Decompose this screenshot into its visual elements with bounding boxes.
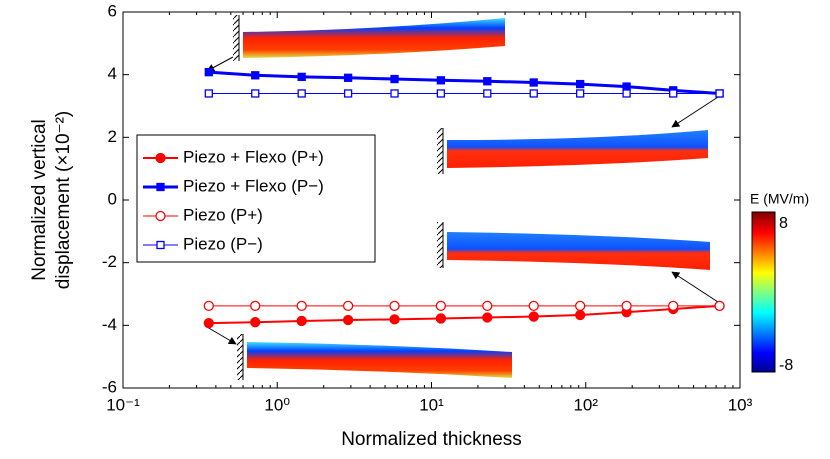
colorbar-tick-label: 8 bbox=[779, 215, 788, 232]
marker bbox=[575, 300, 586, 312]
x-tick-label: 10⁰ bbox=[264, 395, 290, 414]
x-axis-label: Normalized thickness bbox=[341, 429, 522, 450]
line bbox=[208, 70, 720, 95]
legend-label: Piezo (P+) bbox=[183, 205, 263, 224]
marker bbox=[297, 89, 306, 98]
marker bbox=[435, 313, 447, 324]
marker bbox=[622, 89, 631, 98]
series bbox=[203, 300, 725, 329]
y-axis-label: displacement (×10⁻²) bbox=[53, 111, 74, 289]
marker bbox=[483, 89, 492, 98]
marker bbox=[715, 89, 724, 98]
marker bbox=[576, 89, 585, 98]
marker bbox=[156, 182, 165, 192]
marker bbox=[203, 317, 214, 329]
legend-label: Piezo (P−) bbox=[183, 234, 263, 253]
marker bbox=[251, 89, 260, 98]
y-axis-label: Normalized vertical bbox=[29, 119, 50, 281]
legend: Piezo + Flexo (P+) Piezo + Flexo (P−) Piez… bbox=[136, 134, 376, 263]
y-tick-label: -6 bbox=[102, 377, 117, 396]
marker bbox=[296, 300, 307, 312]
marker bbox=[204, 68, 213, 77]
marker bbox=[250, 300, 261, 312]
y-tick-label: 6 bbox=[108, 1, 117, 20]
marker bbox=[156, 240, 165, 250]
marker bbox=[668, 300, 679, 312]
series bbox=[204, 89, 724, 98]
marker bbox=[389, 314, 400, 325]
marker bbox=[250, 317, 261, 328]
marker bbox=[528, 311, 539, 322]
y-tick-label: 0 bbox=[108, 189, 117, 208]
x-tick-label: 10² bbox=[573, 395, 598, 414]
legend-label: Piezo + Flexo (P+) bbox=[183, 147, 324, 166]
legend-box bbox=[136, 134, 376, 263]
x-tick-label: 10¹ bbox=[419, 395, 444, 414]
marker bbox=[390, 74, 399, 84]
x-tick-label: 10⁻¹ bbox=[106, 395, 140, 414]
marker bbox=[343, 73, 353, 82]
marker bbox=[389, 300, 400, 312]
marker bbox=[529, 89, 538, 98]
marker bbox=[203, 300, 214, 312]
marker bbox=[390, 89, 399, 98]
colorbar bbox=[751, 211, 776, 373]
line bbox=[208, 304, 720, 325]
series bbox=[204, 68, 724, 98]
colorbar-tick-label: -8 bbox=[779, 357, 793, 374]
marker bbox=[204, 89, 213, 98]
x-tick-label: 10³ bbox=[728, 395, 753, 414]
marker bbox=[529, 78, 538, 87]
marker bbox=[528, 300, 539, 312]
marker bbox=[436, 76, 446, 85]
marker bbox=[575, 309, 586, 321]
marker bbox=[622, 82, 631, 91]
marker bbox=[482, 312, 493, 323]
marker bbox=[576, 79, 585, 89]
y-tick-label: -4 bbox=[102, 315, 117, 334]
marker bbox=[435, 300, 447, 312]
marker bbox=[155, 152, 166, 164]
marker bbox=[251, 71, 260, 80]
insets bbox=[206, 15, 719, 380]
marker bbox=[343, 89, 353, 98]
marker bbox=[296, 315, 307, 327]
y-tick-label: -2 bbox=[102, 252, 117, 271]
marker bbox=[436, 89, 446, 98]
y-tick-label: 2 bbox=[108, 127, 117, 146]
marker bbox=[342, 300, 354, 312]
marker bbox=[297, 72, 306, 82]
marker bbox=[669, 89, 678, 98]
marker bbox=[483, 77, 492, 86]
marker bbox=[155, 210, 166, 222]
marker bbox=[714, 300, 725, 312]
marker bbox=[621, 300, 632, 312]
legend-label: Piezo + Flexo (P−) bbox=[183, 176, 324, 195]
marker bbox=[342, 314, 354, 326]
marker bbox=[482, 300, 493, 312]
y-tick-label: 4 bbox=[108, 64, 117, 83]
colorbar-label: E (MV/m) bbox=[750, 191, 809, 207]
series bbox=[203, 300, 725, 312]
